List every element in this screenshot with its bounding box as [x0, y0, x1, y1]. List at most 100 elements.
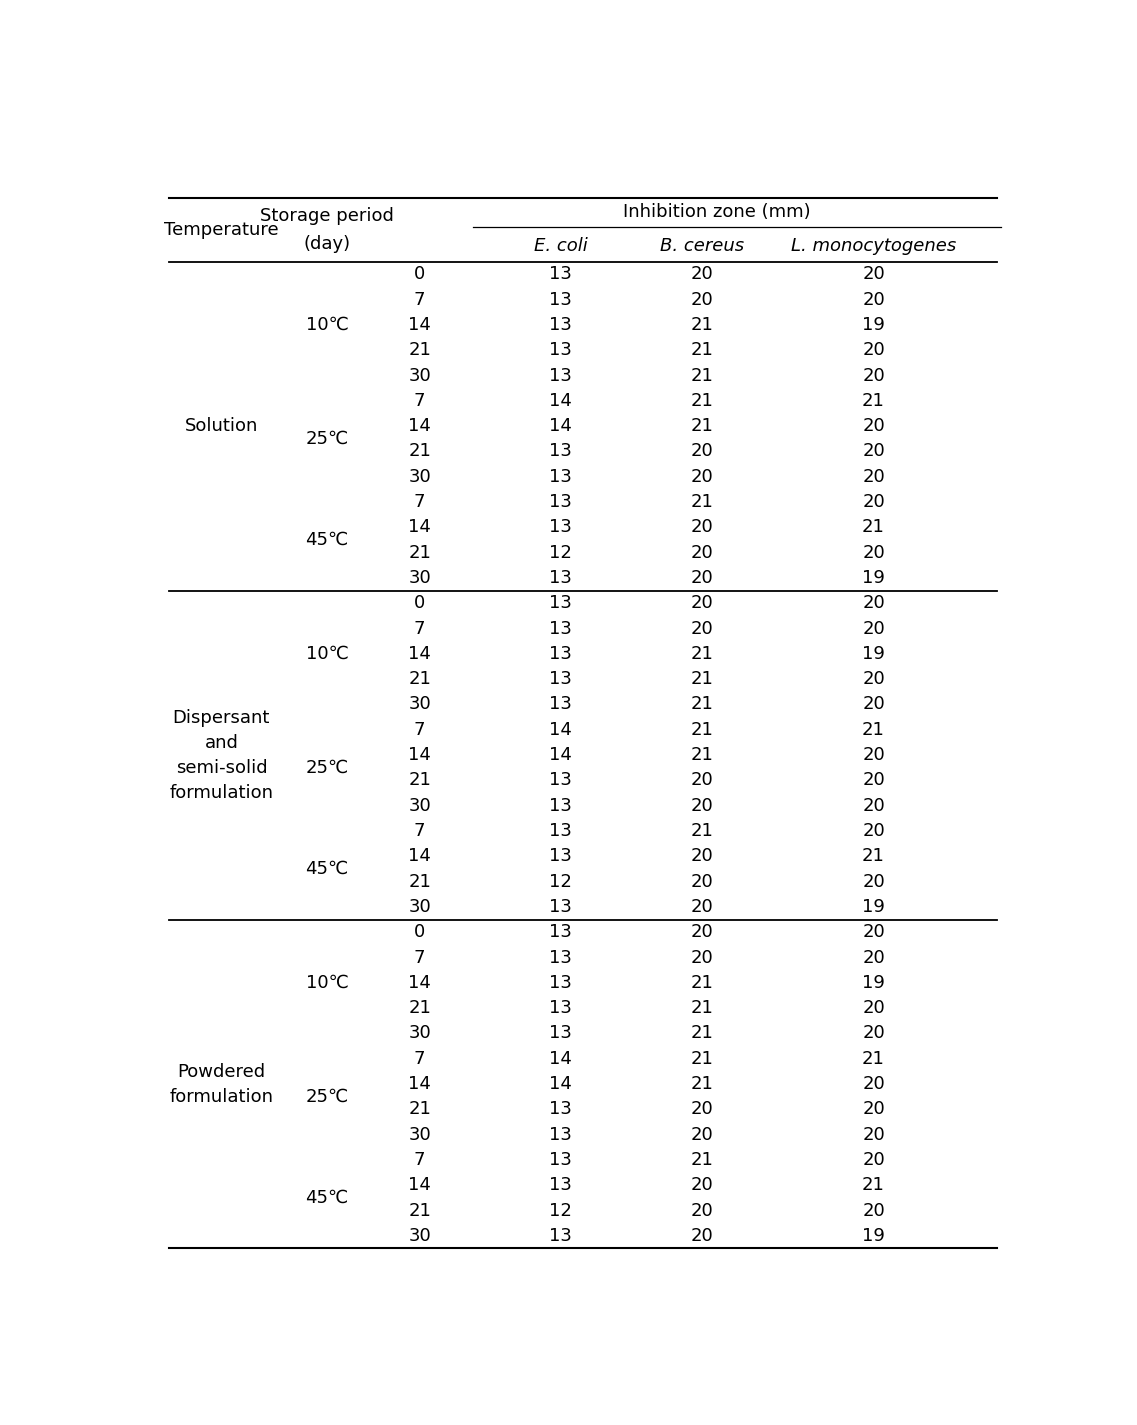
Text: 20: 20 [862, 594, 885, 613]
Text: 12: 12 [549, 1201, 572, 1220]
Text: 21: 21 [690, 822, 713, 839]
Text: 20: 20 [862, 467, 885, 486]
Text: (day): (day) [304, 235, 350, 254]
Text: 20: 20 [690, 265, 713, 284]
Text: B. cereus: B. cereus [659, 237, 744, 255]
Text: 13: 13 [549, 366, 572, 385]
Text: 21: 21 [862, 848, 885, 865]
Text: 45℃: 45℃ [306, 532, 349, 549]
Text: 20: 20 [690, 872, 713, 891]
Text: 13: 13 [549, 1176, 572, 1194]
Text: 25℃: 25℃ [306, 1087, 349, 1106]
Text: 20: 20 [690, 1201, 713, 1220]
Text: 20: 20 [690, 771, 713, 789]
Text: 14: 14 [408, 747, 431, 764]
Text: 25℃: 25℃ [306, 758, 349, 777]
Text: Temperature: Temperature [164, 221, 279, 239]
Text: 13: 13 [549, 594, 572, 613]
Text: 12: 12 [549, 872, 572, 891]
Text: 14: 14 [408, 973, 431, 992]
Text: 19: 19 [862, 1227, 885, 1245]
Text: 13: 13 [549, 493, 572, 512]
Text: 21: 21 [408, 670, 431, 688]
Text: 20: 20 [690, 442, 713, 460]
Text: 7: 7 [414, 493, 425, 512]
Text: 20: 20 [690, 923, 713, 942]
Text: 20: 20 [690, 544, 713, 561]
Text: 21: 21 [690, 493, 713, 512]
Text: 20: 20 [862, 265, 885, 284]
Text: 20: 20 [862, 1201, 885, 1220]
Text: 20: 20 [690, 1126, 713, 1144]
Text: 14: 14 [549, 1074, 572, 1093]
Text: 21: 21 [690, 1074, 713, 1093]
Text: 7: 7 [414, 1151, 425, 1168]
Text: 45℃: 45℃ [306, 1188, 349, 1207]
Text: 13: 13 [549, 265, 572, 284]
Text: 14: 14 [408, 646, 431, 663]
Text: 20: 20 [690, 620, 713, 637]
Text: 20: 20 [690, 519, 713, 536]
Text: 21: 21 [690, 392, 713, 410]
Text: 10℃: 10℃ [306, 646, 349, 663]
Text: 13: 13 [549, 291, 572, 309]
Text: 30: 30 [408, 1025, 431, 1043]
Text: 21: 21 [408, 1100, 431, 1119]
Text: 21: 21 [408, 872, 431, 891]
Text: 30: 30 [408, 797, 431, 815]
Text: 13: 13 [549, 1151, 572, 1168]
Text: 21: 21 [408, 341, 431, 359]
Text: 21: 21 [690, 1050, 713, 1067]
Text: 21: 21 [862, 1176, 885, 1194]
Text: 13: 13 [549, 949, 572, 966]
Text: 20: 20 [862, 999, 885, 1017]
Text: 14: 14 [549, 418, 572, 435]
Text: 13: 13 [549, 646, 572, 663]
Text: 21: 21 [690, 646, 713, 663]
Text: 21: 21 [862, 1050, 885, 1067]
Text: 20: 20 [690, 949, 713, 966]
Text: 20: 20 [862, 1126, 885, 1144]
Text: 20: 20 [690, 467, 713, 486]
Text: 19: 19 [862, 569, 885, 587]
Text: 21: 21 [690, 747, 713, 764]
Text: 21: 21 [862, 519, 885, 536]
Text: 20: 20 [862, 747, 885, 764]
Text: 21: 21 [690, 721, 713, 738]
Text: 20: 20 [862, 1100, 885, 1119]
Text: 20: 20 [862, 418, 885, 435]
Text: 21: 21 [408, 442, 431, 460]
Text: 10℃: 10℃ [306, 973, 349, 992]
Text: 7: 7 [414, 291, 425, 309]
Text: 20: 20 [690, 848, 713, 865]
Text: 13: 13 [549, 797, 572, 815]
Text: 14: 14 [408, 1074, 431, 1093]
Text: 10℃: 10℃ [306, 316, 349, 333]
Text: 21: 21 [862, 392, 885, 410]
Text: 13: 13 [549, 771, 572, 789]
Text: 14: 14 [549, 1050, 572, 1067]
Text: 21: 21 [690, 341, 713, 359]
Text: 14: 14 [549, 392, 572, 410]
Text: 13: 13 [549, 898, 572, 916]
Text: 19: 19 [862, 316, 885, 333]
Text: 21: 21 [690, 366, 713, 385]
Text: 30: 30 [408, 1227, 431, 1245]
Text: 20: 20 [690, 1227, 713, 1245]
Text: E. coli: E. coli [533, 237, 588, 255]
Text: 20: 20 [690, 1100, 713, 1119]
Text: 30: 30 [408, 366, 431, 385]
Text: 20: 20 [862, 291, 885, 309]
Text: 20: 20 [862, 341, 885, 359]
Text: 12: 12 [549, 544, 572, 561]
Text: 20: 20 [862, 771, 885, 789]
Text: 21: 21 [408, 999, 431, 1017]
Text: 20: 20 [862, 695, 885, 714]
Text: 14: 14 [408, 519, 431, 536]
Text: 20: 20 [862, 1074, 885, 1093]
Text: 7: 7 [414, 392, 425, 410]
Text: 30: 30 [408, 569, 431, 587]
Text: 7: 7 [414, 949, 425, 966]
Text: 13: 13 [549, 620, 572, 637]
Text: 13: 13 [549, 973, 572, 992]
